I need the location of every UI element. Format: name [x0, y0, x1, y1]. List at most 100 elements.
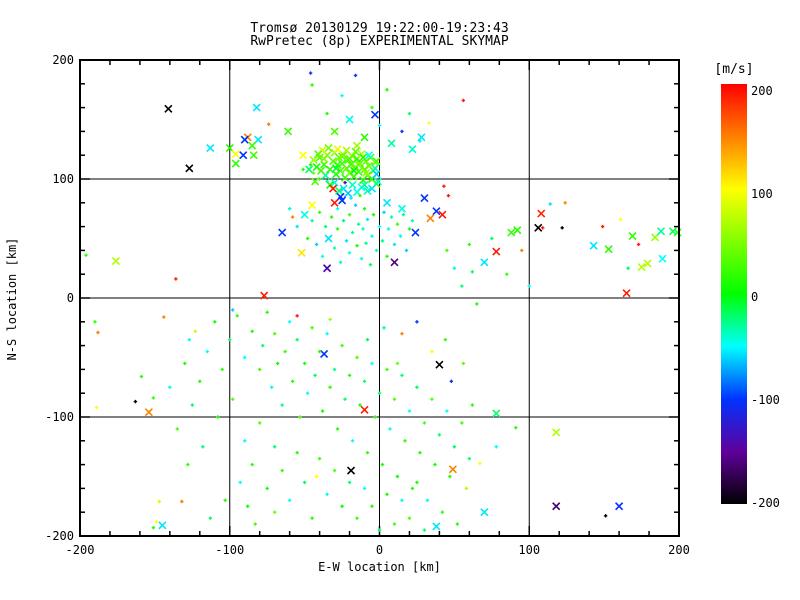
echo-dot-marker	[347, 213, 352, 217]
plot-frame	[79, 59, 680, 537]
echo-dot-marker	[464, 486, 469, 491]
echo-dot-marker	[235, 314, 239, 318]
echo-cross-marker	[426, 214, 435, 223]
echo-dot-marker	[343, 397, 347, 401]
echo-dot-marker	[433, 462, 437, 467]
echo-cross-marker	[336, 166, 345, 175]
echo-dot-marker	[287, 498, 292, 502]
echo-dot-marker	[151, 396, 156, 400]
echo-dot-marker	[180, 499, 184, 504]
echo-dot-marker	[287, 207, 292, 211]
echo-dot-marker	[231, 397, 235, 401]
echo-cross-marker	[622, 289, 631, 298]
echo-dot-marker	[301, 167, 305, 172]
echo-dot-marker	[265, 310, 269, 314]
echo-dot-marker	[382, 326, 386, 330]
echo-dot-marker	[317, 210, 322, 215]
echo-cross-marker	[358, 153, 368, 162]
echo-cross-marker	[615, 502, 624, 511]
echo-dot-marker	[250, 329, 254, 334]
echo-dot-marker	[231, 308, 235, 312]
echo-cross-marker	[432, 522, 441, 531]
echo-cross-marker	[278, 228, 287, 237]
echo-dot-marker	[133, 399, 138, 404]
echo-dot-marker	[347, 480, 352, 485]
echo-dot-marker	[305, 391, 310, 395]
echo-dot-marker	[317, 456, 322, 461]
echo-dot-marker	[361, 227, 365, 231]
echo-dot-marker	[359, 257, 364, 261]
colorbar-gradient	[721, 84, 747, 504]
echo-dot-marker	[563, 201, 567, 205]
echo-dot-marker	[494, 445, 499, 449]
echo-cross-marker	[370, 110, 380, 119]
echo-cross-marker	[308, 201, 317, 210]
echo-cross-marker	[324, 143, 333, 153]
echo-dot-marker	[452, 445, 457, 449]
echo-dot-marker	[398, 234, 403, 238]
echo-dot-marker	[400, 498, 404, 502]
echo-dot-marker	[377, 123, 382, 128]
echo-dot-marker	[385, 367, 389, 372]
echo-dot-marker	[325, 332, 329, 336]
echo-dot-marker	[325, 492, 329, 497]
echo-cross-marker	[360, 133, 369, 142]
echo-dot-marker	[310, 326, 314, 330]
echo-dot-marker	[370, 504, 374, 508]
echo-cross-marker	[249, 151, 258, 160]
echo-dot-marker	[355, 355, 359, 360]
echo-cross-marker	[448, 465, 457, 474]
echo-dot-marker	[470, 270, 475, 274]
echo-dot-marker	[374, 248, 379, 253]
echo-dot-marker	[386, 227, 391, 231]
scatter-points	[84, 71, 682, 532]
echo-cross-marker	[513, 226, 522, 235]
echo-dot-marker	[541, 226, 545, 230]
echo-dot-marker	[600, 224, 605, 229]
echo-cross-marker	[111, 257, 121, 266]
echo-dot-marker	[407, 227, 412, 231]
echo-cross-marker	[239, 151, 248, 160]
y-tick-label: 0	[66, 291, 74, 305]
echo-dot-marker	[308, 163, 313, 167]
colorbar-tick-label: 0	[751, 290, 759, 304]
echo-cross-marker	[314, 149, 323, 159]
echo-cross-marker	[387, 139, 396, 148]
echo-dot-marker	[470, 403, 475, 407]
echo-cross-marker	[300, 210, 309, 219]
echo-dot-marker	[340, 343, 344, 348]
x-tick-label: 100	[518, 543, 541, 557]
echo-cross-marker	[408, 145, 417, 154]
echo-cross-marker	[643, 259, 652, 268]
echo-dot-marker	[320, 409, 325, 413]
echo-dot-marker	[353, 73, 358, 78]
echo-cross-marker	[432, 207, 441, 216]
echo-dot-marker	[186, 462, 190, 467]
echo-dot-marker	[332, 246, 337, 250]
echo-dot-marker	[373, 415, 377, 419]
echo-dot-marker	[290, 215, 295, 219]
echo-dot-marker	[362, 379, 367, 383]
echo-dot-marker	[395, 474, 400, 479]
echo-dot-marker	[460, 421, 464, 425]
echo-dot-marker	[323, 224, 328, 229]
echo-cross-marker	[372, 170, 381, 179]
echo-cross-marker	[231, 149, 240, 159]
echo-dot-marker	[365, 337, 370, 342]
echo-dot-marker	[174, 277, 178, 281]
echo-dot-marker	[216, 415, 220, 419]
echo-dot-marker	[626, 266, 630, 270]
echo-cross-marker	[349, 166, 359, 175]
echo-dot-marker	[258, 367, 262, 372]
echo-cross-marker	[390, 258, 399, 267]
echo-dot-marker	[258, 421, 262, 425]
echo-cross-marker	[345, 154, 354, 163]
echo-cross-marker	[507, 228, 516, 237]
title-line-1: Tromsø 20130129 19:22:00-19:23:43	[250, 21, 509, 36]
echo-dot-marker	[425, 498, 430, 502]
echo-cross-marker	[346, 160, 356, 169]
echo-dot-marker	[400, 373, 404, 378]
echo-dot-marker	[382, 210, 386, 215]
echo-dot-marker	[362, 207, 367, 211]
